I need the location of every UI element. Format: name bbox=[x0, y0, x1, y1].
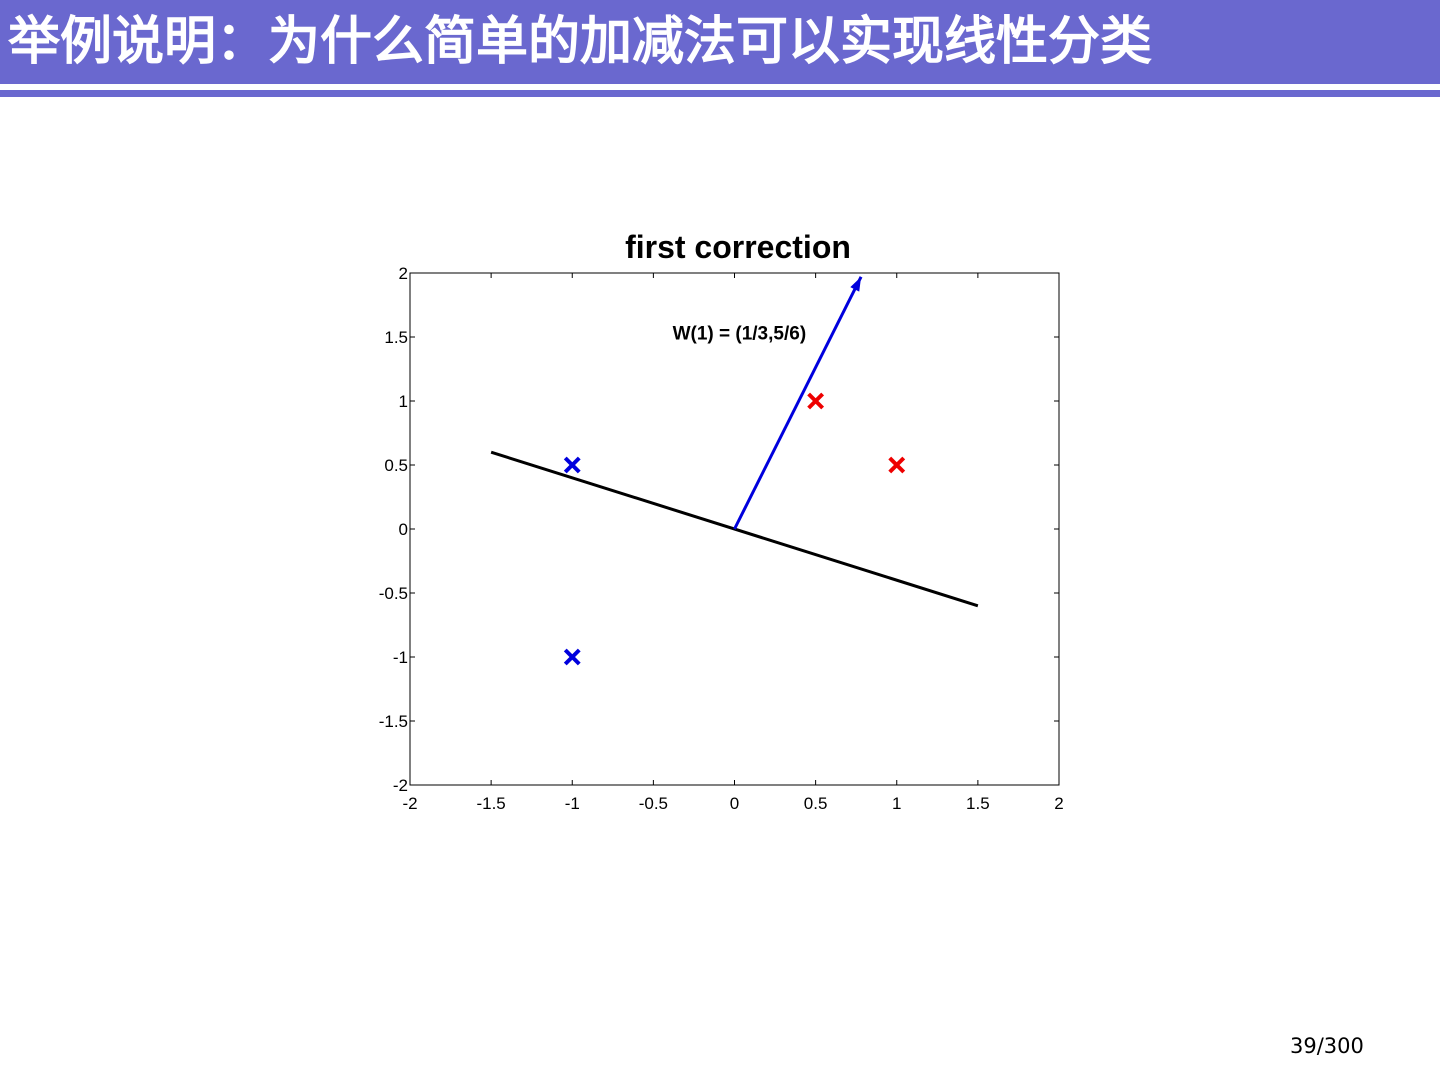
axis-ticks bbox=[409, 272, 1060, 786]
x-tick-label: 1.5 bbox=[966, 794, 990, 813]
y-tick-label: 1.5 bbox=[384, 328, 408, 347]
x-marker bbox=[807, 392, 825, 410]
x-marker-stroke bbox=[888, 456, 906, 474]
x-marker bbox=[563, 456, 581, 474]
y-tick-label: -1 bbox=[393, 648, 408, 667]
weight-annotation: W(1) = (1/3,5/6) bbox=[673, 324, 807, 345]
weight-vector-arrow bbox=[733, 276, 863, 530]
title-underline bbox=[0, 90, 1440, 97]
y-tick-label: 2 bbox=[399, 264, 408, 283]
title-bar: 举例说明：为什么简单的加减法可以实现线性分类 bbox=[0, 0, 1440, 84]
y-tick-label: -2 bbox=[393, 776, 408, 795]
x-tick-label: 1 bbox=[892, 794, 901, 813]
page-number: 39/300 bbox=[1290, 1034, 1364, 1058]
x-marker-stroke bbox=[563, 648, 581, 666]
y-tick-label: 1 bbox=[399, 392, 408, 411]
x-tick-label: 0 bbox=[730, 794, 739, 813]
weight-vector-shaft bbox=[733, 276, 863, 530]
weight-vector-head bbox=[850, 276, 862, 292]
y-tick-label: -0.5 bbox=[379, 584, 408, 603]
y-tick-labels: -2 -1.5 -1 -0.5 0 0.5 1 1.5 2 bbox=[379, 264, 408, 795]
x-tick-label: -1.5 bbox=[476, 794, 505, 813]
x-marker-stroke bbox=[807, 392, 825, 410]
x-tick-label: -1 bbox=[565, 794, 580, 813]
x-marker-stroke bbox=[563, 456, 581, 474]
x-tick-label: 0.5 bbox=[804, 794, 828, 813]
x-tick-label: -2 bbox=[402, 794, 417, 813]
data-markers bbox=[563, 392, 906, 666]
x-marker bbox=[563, 648, 581, 666]
x-tick-label: -0.5 bbox=[639, 794, 668, 813]
y-tick-label: 0.5 bbox=[384, 456, 408, 475]
y-tick-label: 0 bbox=[399, 520, 408, 539]
x-tick-label: 2 bbox=[1054, 794, 1063, 813]
chart-title: first correction bbox=[625, 229, 851, 265]
x-marker bbox=[888, 456, 906, 474]
x-tick-labels: -2 -1.5 -1 -0.5 0 0.5 1 1.5 2 bbox=[402, 794, 1063, 813]
slide-title: 举例说明：为什么简单的加减法可以实现线性分类 bbox=[8, 12, 1153, 72]
y-tick-label: -1.5 bbox=[379, 712, 408, 731]
